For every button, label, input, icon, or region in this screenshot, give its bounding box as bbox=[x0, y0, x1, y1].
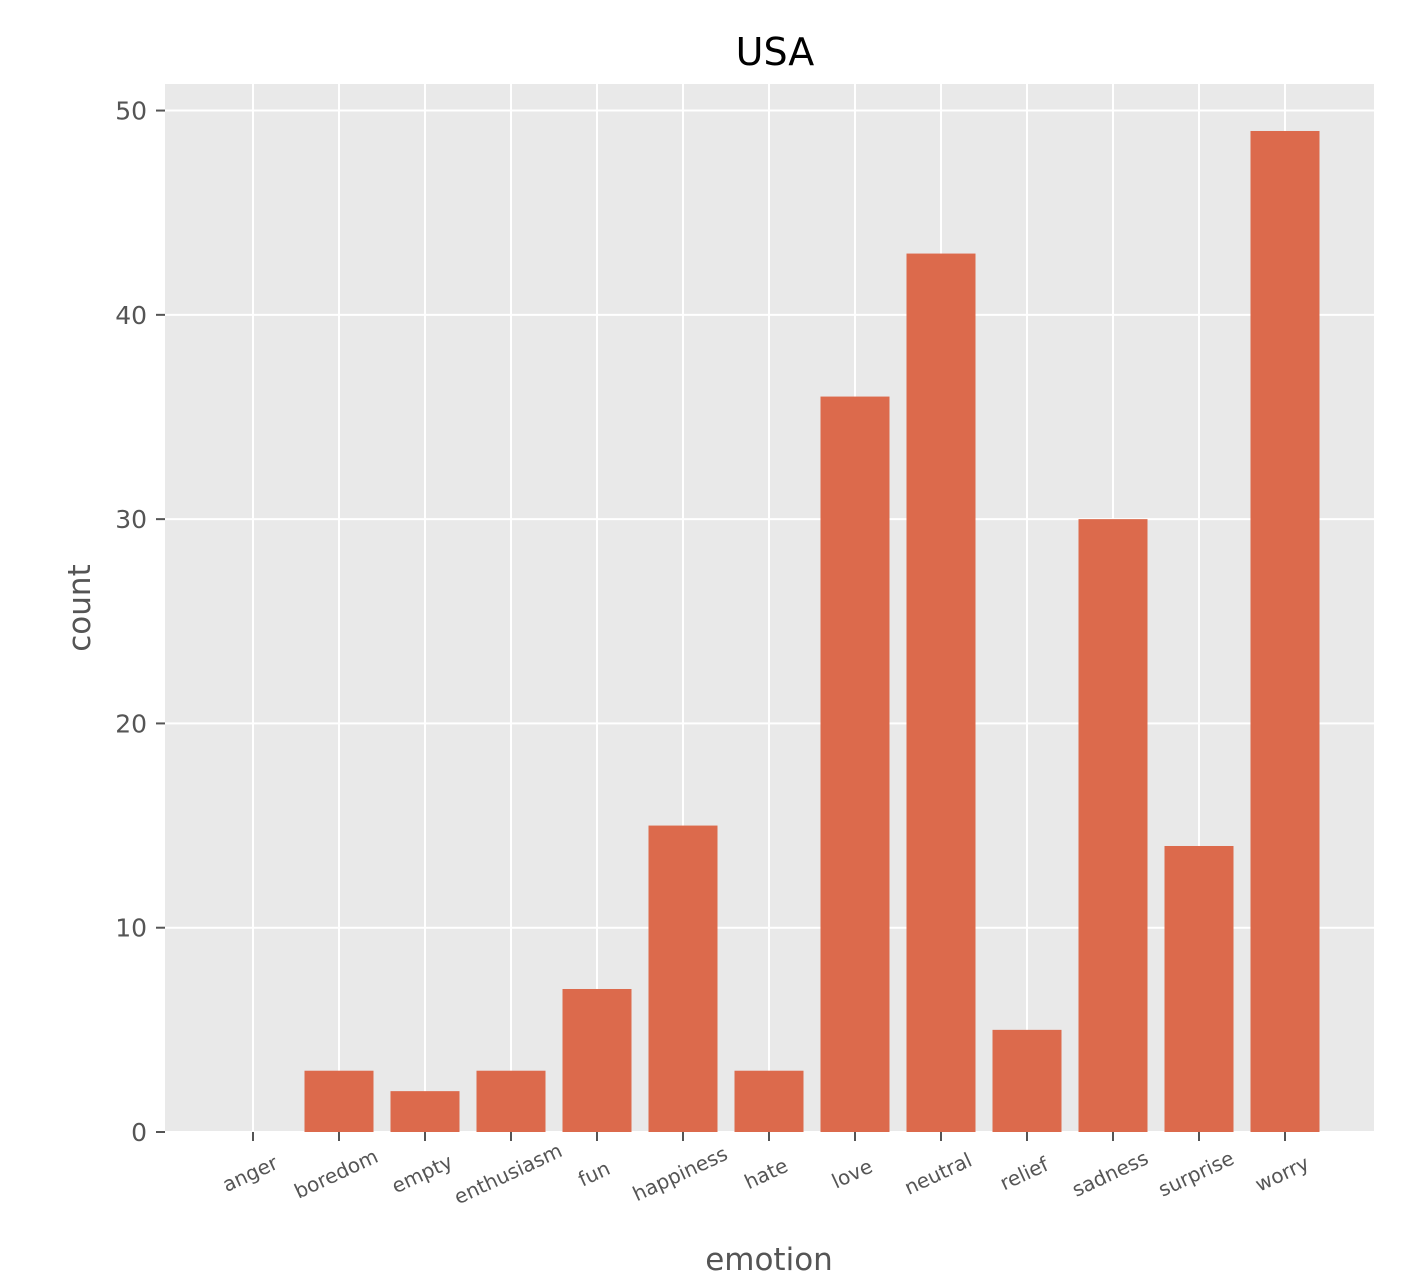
x-tick-label: anger bbox=[219, 1150, 283, 1197]
bar-boredom bbox=[304, 1070, 374, 1132]
x-tick-label: empty bbox=[388, 1149, 456, 1198]
bar-worry bbox=[1250, 130, 1320, 1133]
x-tick-label: love bbox=[828, 1154, 876, 1193]
x-tick-label: relief bbox=[996, 1152, 1053, 1196]
x-tick-label: worry bbox=[1251, 1151, 1313, 1197]
chart-title: USA bbox=[736, 30, 815, 74]
x-tick-label: boredom bbox=[290, 1144, 381, 1204]
bar-love bbox=[820, 396, 890, 1132]
bar-fun bbox=[562, 988, 632, 1132]
bar-enthusiasm bbox=[476, 1070, 546, 1132]
x-tick-label: happiness bbox=[629, 1141, 731, 1206]
x-tick-label: surprise bbox=[1154, 1146, 1237, 1202]
bar-empty bbox=[390, 1091, 460, 1132]
bar-sadness bbox=[1078, 519, 1148, 1132]
x-tick-label: neutral bbox=[901, 1148, 976, 1200]
bar-relief bbox=[992, 1029, 1062, 1132]
x-tick-label: hate bbox=[741, 1153, 792, 1194]
x-axis-label: emotion bbox=[705, 1242, 833, 1278]
y-tick-label: 10 bbox=[115, 914, 147, 943]
bar-neutral bbox=[906, 253, 976, 1132]
y-tick-label: 20 bbox=[115, 709, 147, 738]
bars bbox=[304, 130, 1320, 1133]
y-tick-label: 40 bbox=[115, 301, 147, 330]
x-tick-label: sadness bbox=[1068, 1146, 1152, 1202]
x-tick-label: fun bbox=[574, 1156, 614, 1191]
y-axis-ticks: 0 10 20 30 40 50 bbox=[115, 97, 165, 1147]
y-tick-label: 30 bbox=[115, 505, 147, 534]
y-tick-label: 50 bbox=[115, 97, 147, 126]
x-tick-label: enthusiasm bbox=[450, 1138, 566, 1209]
y-tick-label: 0 bbox=[131, 1118, 147, 1147]
bar-surprise bbox=[1164, 845, 1234, 1132]
y-axis-label: count bbox=[62, 564, 98, 651]
bar-hate bbox=[734, 1070, 804, 1132]
bar-happiness bbox=[648, 825, 718, 1132]
